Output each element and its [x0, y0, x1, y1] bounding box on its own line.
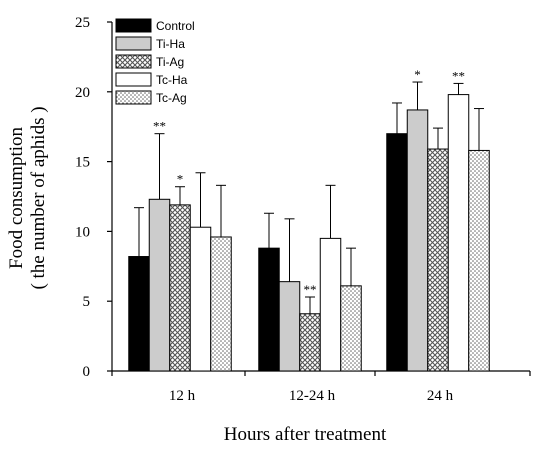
legend-label: Tc-Ha [156, 73, 188, 87]
legend-swatch-ti-ha [115, 36, 152, 51]
significance-marker: ** [304, 282, 317, 297]
legend-label: Tc-Ag [156, 91, 187, 105]
legend-label: Ti-Ag [156, 55, 184, 69]
x-tick-label: 12-24 h [289, 388, 336, 404]
significance-marker: ** [153, 119, 166, 134]
y-tick-label: 15 [75, 155, 90, 171]
y-tick-label: 5 [83, 294, 91, 310]
y-tick-label: 0 [83, 364, 91, 380]
bar-ti-ag [427, 148, 449, 372]
bar-tc-ag [210, 236, 232, 372]
legend-swatch-ti-ag [115, 54, 152, 69]
legend-swatch-control [115, 18, 152, 33]
significance-marker: ** [452, 68, 465, 83]
bar-ti-ha [406, 109, 429, 372]
bar-tc-ag [340, 285, 362, 372]
significance-marker: * [414, 67, 421, 82]
x-tick-label: 12 h [169, 388, 196, 404]
bar-control [386, 133, 408, 372]
bar-control [258, 247, 280, 372]
y-tick-label: 20 [75, 85, 90, 101]
bar-tc-ha [319, 237, 342, 372]
legend-swatch-tc-ag [115, 90, 152, 105]
y-axis-title-line2: ( the number of aphids ) [28, 106, 49, 289]
bar-ti-ha [148, 198, 171, 372]
bar-ti-ag [169, 204, 191, 372]
bar-ti-ag [299, 313, 321, 372]
x-tick-label: 24 h [427, 388, 454, 404]
x-axis-title: Hours after treatment [224, 424, 387, 445]
y-tick-label: 25 [75, 15, 90, 31]
y-axis-title-line1: Food consumption [6, 127, 27, 269]
bar-control [128, 256, 150, 372]
legend-swatch-tc-ha [115, 72, 152, 87]
legend: Control Ti-Ha Ti-Ag Tc-Ha Tc-Ag [115, 18, 195, 105]
legend-label: Ti-Ha [156, 37, 185, 51]
bar-ti-ha [278, 281, 301, 372]
legend-label: Control [156, 19, 195, 33]
bar-tc-ag [468, 149, 490, 372]
bar-tc-ha [447, 94, 470, 372]
significance-marker: * [177, 172, 184, 187]
y-tick-label: 10 [75, 224, 90, 240]
bar-tc-ha [189, 226, 212, 372]
